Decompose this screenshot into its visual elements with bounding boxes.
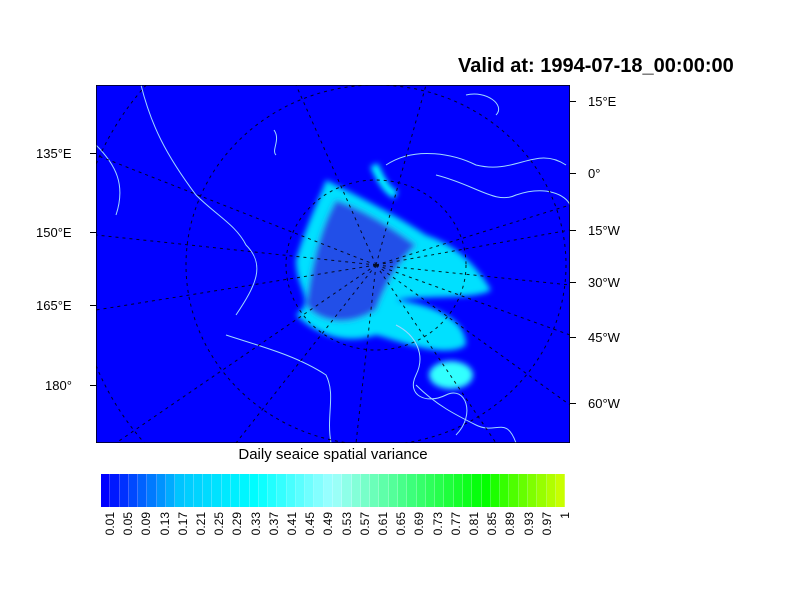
colorbar-box	[323, 474, 334, 507]
colorbar-box	[101, 474, 111, 507]
colorbar-label: 0.13	[157, 512, 172, 536]
lon-label-left: 165°E	[36, 298, 72, 313]
colorbar-box	[537, 474, 547, 507]
lon-label-left: 180°	[45, 378, 72, 393]
colorbar-box	[193, 474, 204, 507]
colorbar-label: 0.33	[248, 512, 263, 536]
colorbar-box	[165, 474, 176, 507]
colorbar-box	[555, 474, 566, 507]
colorbar-label: 0.41	[285, 512, 299, 536]
colorbar-label: 0.89	[503, 512, 518, 536]
colorbar-box	[546, 474, 556, 507]
colorbar-box	[314, 474, 324, 507]
colorbar-box	[230, 474, 241, 507]
colorbar-label: 0.45	[303, 512, 318, 536]
colorbar-label: 0.69	[412, 512, 427, 536]
colorbar-box	[481, 474, 491, 507]
lon-label-left: 135°E	[36, 146, 72, 161]
lon-label-right: 30°W	[588, 275, 620, 290]
colorbar	[101, 474, 566, 507]
colorbar-label: 0.97	[539, 512, 554, 536]
colorbar-box	[527, 474, 538, 507]
colorbar-box	[110, 474, 120, 507]
colorbar-box	[435, 474, 445, 507]
colorbar-label: 0.85	[485, 512, 500, 536]
colorbar-box	[407, 474, 417, 507]
plot-title: Valid at: 1994-07-18_00:00:00	[458, 55, 734, 77]
colorbar-box	[221, 474, 231, 507]
colorbar-box	[500, 474, 510, 507]
colorbar-box	[360, 474, 371, 507]
colorbar-box	[379, 474, 389, 507]
colorbar-box	[156, 474, 166, 507]
colorbar-box	[416, 474, 426, 507]
colorbar-box	[509, 474, 519, 507]
colorbar-label: 1	[558, 512, 572, 519]
colorbar-box	[305, 474, 315, 507]
colorbar-label: 0.37	[266, 512, 281, 536]
coastlines	[96, 85, 570, 443]
colorbar-box	[370, 474, 380, 507]
colorbar-box	[425, 474, 436, 507]
colorbar-box	[333, 474, 343, 507]
colorbar-label: 0.05	[121, 512, 136, 536]
colorbar-label: 0.65	[394, 512, 409, 536]
colorbar-box	[398, 474, 408, 507]
colorbar-box	[147, 474, 157, 507]
lon-label-right: 0°	[588, 166, 601, 181]
graticule	[96, 85, 570, 443]
colorbar-box	[351, 474, 361, 507]
colorbar-box	[268, 474, 278, 507]
sea-ice-field	[296, 163, 491, 389]
colorbar-box	[212, 474, 222, 507]
colorbar-label: 0.61	[376, 512, 390, 536]
colorbar-box	[342, 474, 352, 507]
colorbar-box	[295, 474, 306, 507]
colorbar-label: 0.77	[448, 512, 463, 536]
colorbar-box	[472, 474, 482, 507]
colorbar-label: 0.17	[175, 512, 190, 536]
colorbar-label: 0.29	[230, 512, 245, 536]
lon-label-right: 45°W	[588, 330, 620, 345]
colorbar-box	[286, 474, 296, 507]
colorbar-box	[249, 474, 259, 507]
colorbar-box	[119, 474, 129, 507]
colorbar-box	[462, 474, 473, 507]
colorbar-label: 0.57	[357, 512, 372, 536]
colorbar-label: 0.01	[103, 512, 117, 536]
colorbar-box	[138, 474, 148, 507]
colorbar-label: 0.93	[521, 512, 536, 536]
colorbar-label: 0.09	[139, 512, 154, 536]
colorbar-box	[277, 474, 287, 507]
colorbar-box	[203, 474, 213, 507]
colorbar-label: 0.81	[467, 512, 481, 536]
lon-label-right: 60°W	[588, 396, 620, 411]
colorbar-label: 0.73	[430, 512, 445, 536]
colorbar-box	[490, 474, 501, 507]
colorbar-box	[240, 474, 250, 507]
colorbar-box	[444, 474, 454, 507]
colorbar-box	[128, 474, 139, 507]
sea-ice-map	[96, 85, 570, 443]
colorbar-box	[388, 474, 398, 507]
colorbar-box	[175, 474, 185, 507]
colorbar-label: 0.25	[212, 512, 227, 536]
colorbar-title: Daily seaice spatial variance	[238, 446, 428, 463]
lon-label-left: 150°E	[36, 225, 72, 240]
colorbar-label: 0.49	[321, 512, 336, 536]
colorbar-box	[453, 474, 463, 507]
colorbar-label: 0.21	[194, 512, 208, 536]
colorbar-box	[184, 474, 194, 507]
colorbar-label: 0.53	[339, 512, 354, 536]
lon-label-right: 15°W	[588, 223, 620, 238]
colorbar-box	[258, 474, 269, 507]
lon-label-right: 15°E	[588, 94, 617, 109]
colorbar-box	[518, 474, 528, 507]
